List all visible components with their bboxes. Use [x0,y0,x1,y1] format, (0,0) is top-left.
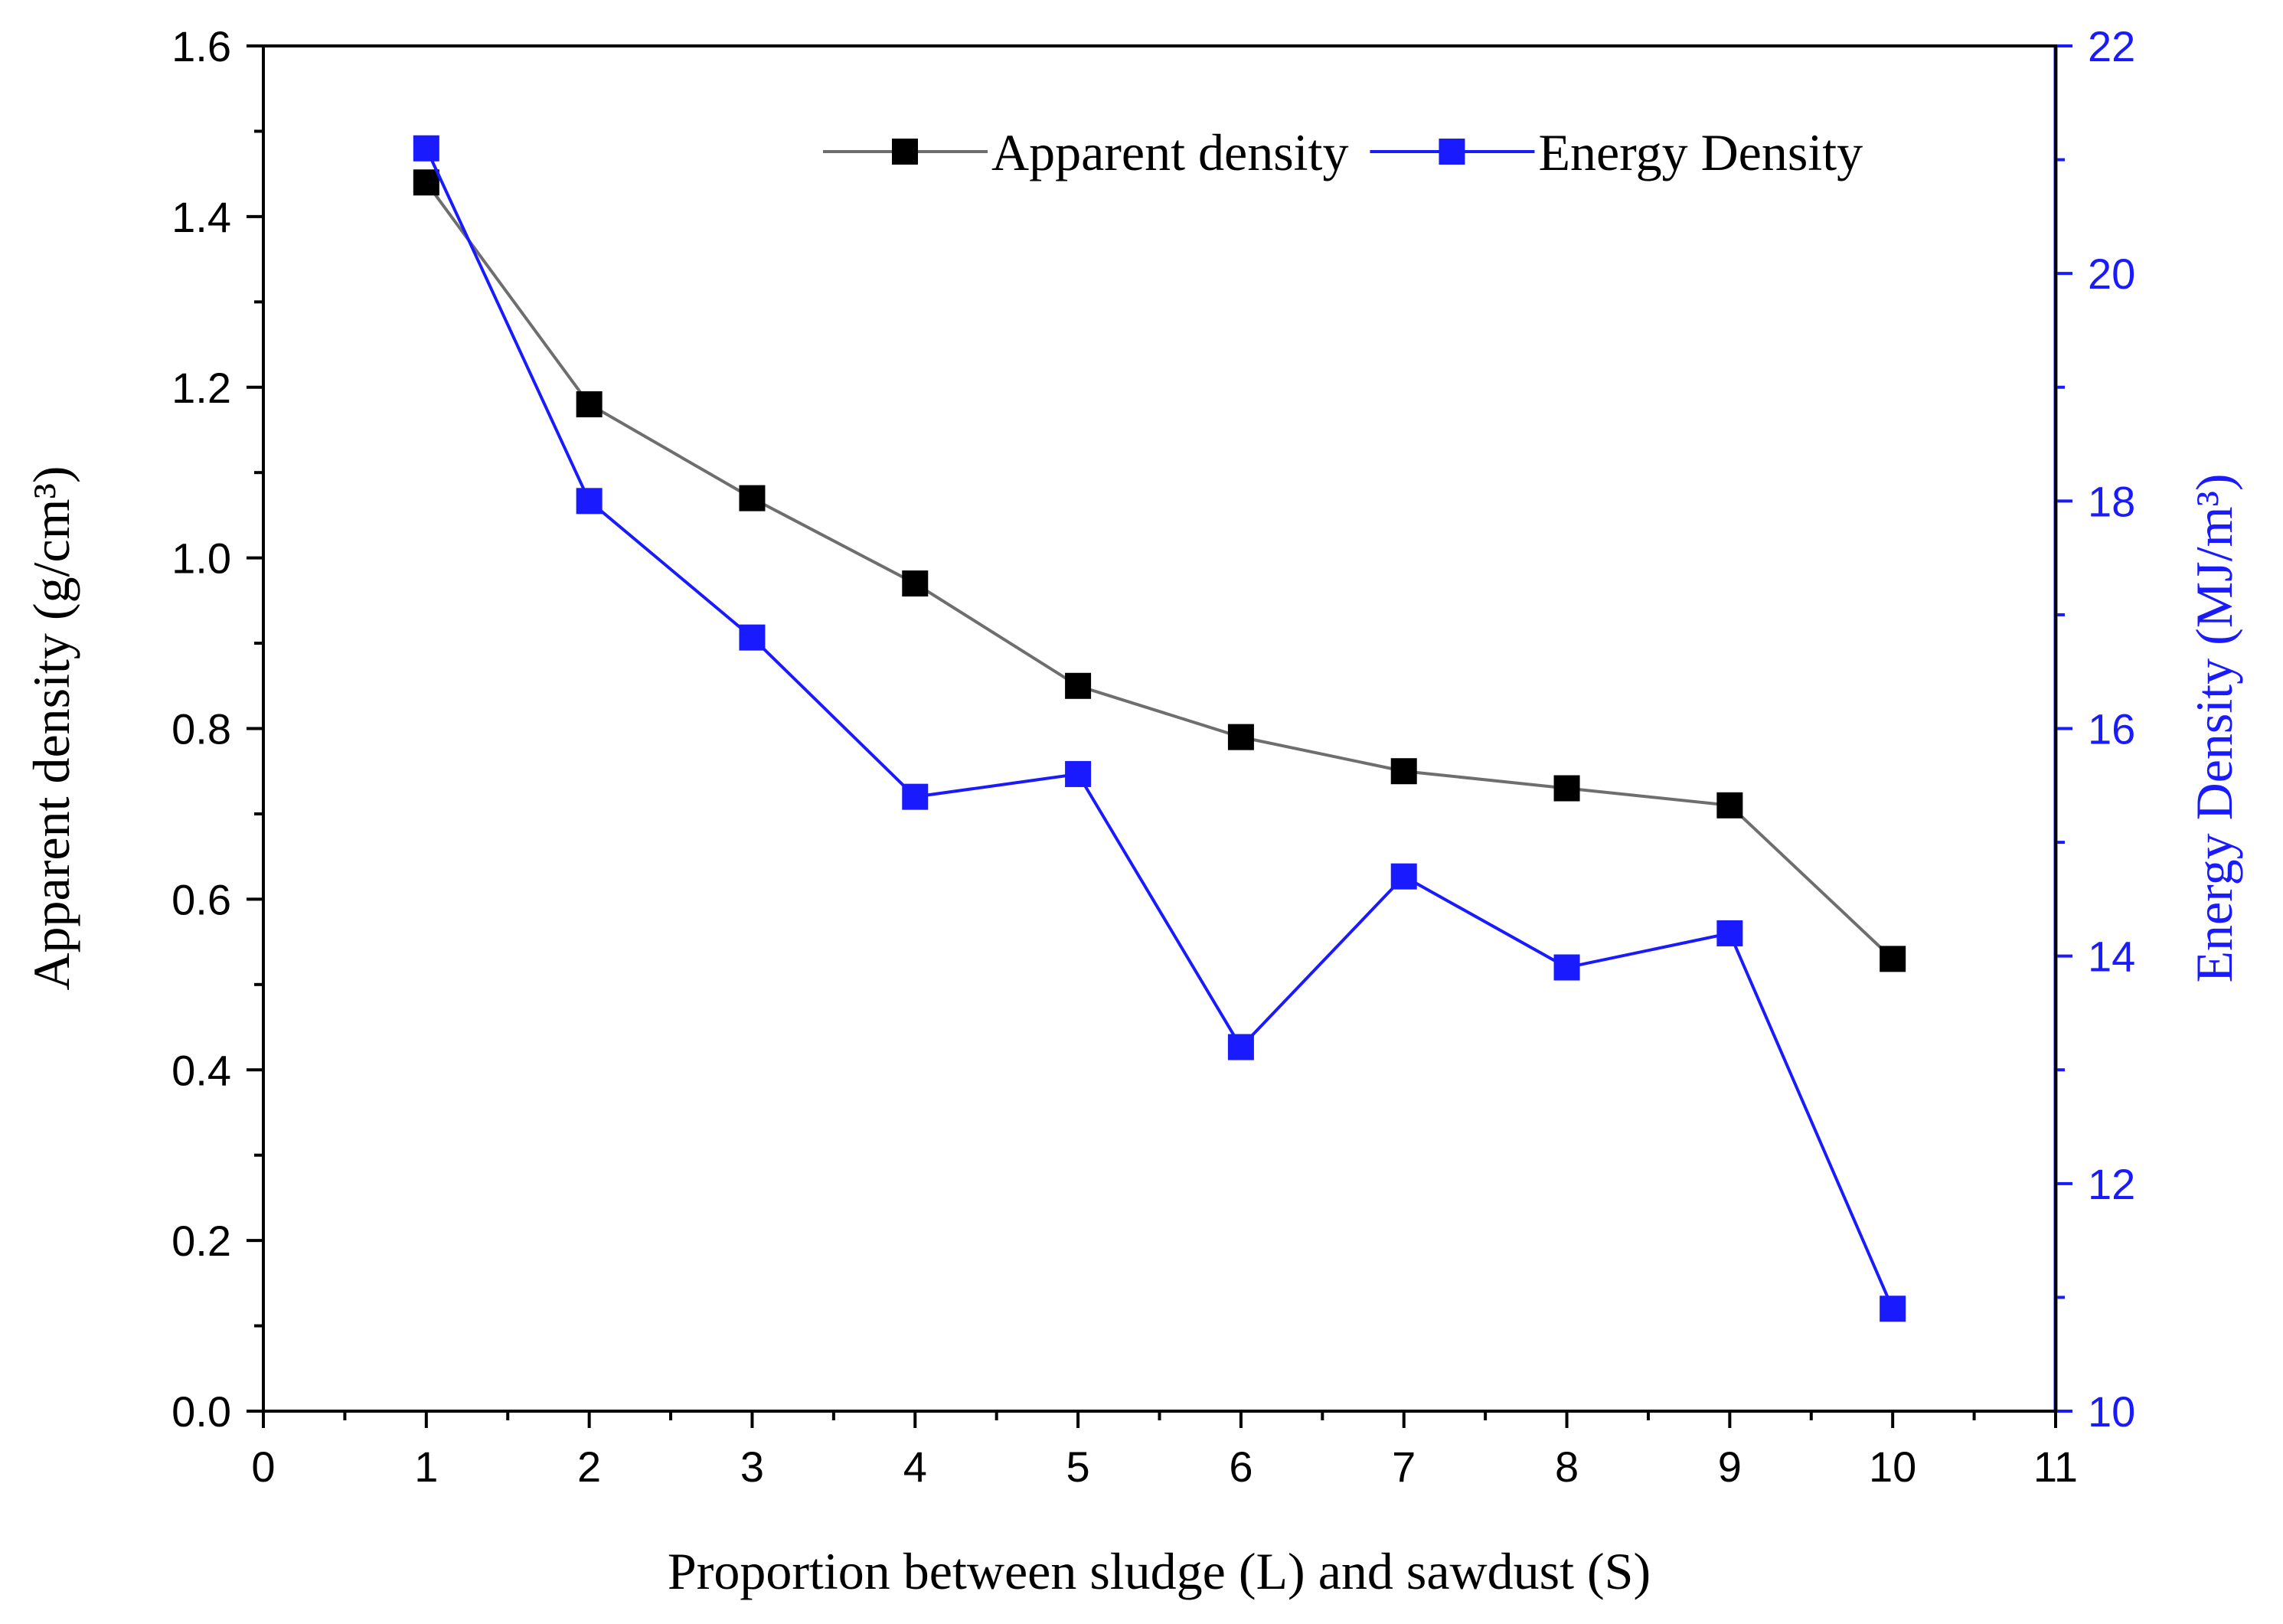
energy-density-point [413,135,439,162]
y-left-tick-label: 1.2 [171,364,231,412]
x-tick-label: 5 [1066,1443,1090,1491]
apparent-density-point [1065,672,1092,699]
y-left-tick-label: 0.8 [171,705,231,753]
energy-density-point [739,624,766,651]
x-tick-label: 2 [577,1443,601,1491]
x-tick-label: 6 [1229,1443,1253,1491]
apparent-density-point [576,391,603,418]
energy-density-point [1553,954,1580,981]
y-left-tick-label: 1.4 [171,193,231,241]
plot-frame [262,44,2057,1413]
y-right-tick-label: 10 [2088,1387,2135,1436]
y-right-tick-label: 22 [2088,22,2135,70]
y-left-tick-label: 0.4 [171,1046,231,1094]
x-tick-label: 0 [251,1443,275,1491]
energy-density-line [425,147,1895,1310]
x-tick-label: 7 [1392,1443,1416,1491]
apparent-density-line [425,181,1894,960]
legend-energy-density-label: Energy Density [1538,123,1863,181]
energy-density-point [1880,1296,1906,1322]
x-tick-label: 4 [903,1443,927,1491]
y-left-tick-label: 1.0 [171,534,231,583]
energy-density-point [1390,863,1417,890]
y-left-tick-label: 0.6 [171,875,231,923]
y-right-tick-label: 12 [2088,1160,2135,1208]
y-left-tick-label: 1.6 [171,22,231,70]
y-right-tick-label: 16 [2088,705,2135,753]
energy-density-point [576,488,603,515]
y-right-tick-label: 18 [2088,477,2135,525]
apparent-density-point [1880,946,1906,972]
apparent-density-point [413,169,439,196]
legend-energy-density-marker [1439,139,1465,165]
apparent-density-point [739,485,766,511]
x-axis-title: Proportion between sludge (L) and sawdus… [668,1542,1651,1600]
legend: Apparent density Energy Density [823,123,1863,181]
x-tick-label: 1 [414,1443,438,1491]
y-left-tick-label: 0.2 [171,1217,231,1265]
x-tick-label: 10 [1869,1443,1916,1491]
energy-density-point [1716,920,1743,946]
y-right-tick-label: 14 [2088,933,2135,981]
legend-apparent-density-marker [892,139,918,165]
apparent-density-point [1227,724,1254,750]
apparent-density-point [902,570,929,597]
energy-density-point [1227,1034,1254,1060]
x-tick-label: 3 [740,1443,764,1491]
apparent-density-point [1553,775,1580,802]
y-axis-left-title: Apparent density (g/cm³) [22,466,80,990]
x-tick-label: 8 [1555,1443,1579,1491]
legend-apparent-density-label: Apparent density [991,123,1348,181]
energy-density-point [1065,760,1092,787]
series-layer [413,135,1906,1322]
y-right-tick-label: 20 [2088,250,2135,298]
apparent-density-point [1390,758,1417,785]
apparent-density-point [1716,792,1743,819]
x-tick-label: 11 [2033,1443,2078,1491]
energy-density-point [902,783,929,810]
y-left-tick-label: 0.0 [171,1387,231,1436]
y-axis-right-title: Energy Density (MJ/m³) [2185,473,2243,982]
left-axis: 0.0 0.2 0.4 0.6 0.8 1.0 1.2 1.4 1.6 [171,22,263,1436]
x-tick-label: 9 [1718,1443,1742,1491]
